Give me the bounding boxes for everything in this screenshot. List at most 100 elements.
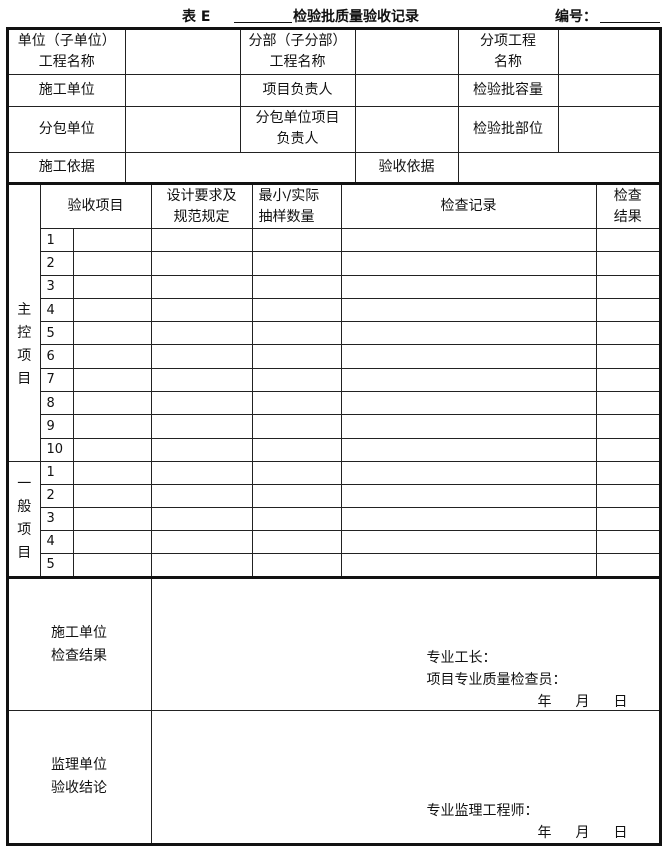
design-requirement-cell[interactable]	[150, 344, 253, 369]
field-item-project-name[interactable]	[557, 30, 659, 75]
check-record-cell[interactable]	[340, 529, 597, 554]
item-name-cell[interactable]	[72, 344, 152, 369]
label-division-project-name: 分部（子分部） 工程名称	[239, 30, 356, 75]
sample-count-cell[interactable]	[251, 552, 342, 577]
design-requirement-cell[interactable]	[150, 321, 253, 346]
sample-count-cell[interactable]	[251, 297, 342, 323]
sample-count-cell[interactable]	[251, 251, 342, 276]
design-requirement-cell[interactable]	[150, 506, 253, 531]
design-requirement-cell[interactable]	[150, 367, 253, 393]
item-name-cell[interactable]	[72, 321, 152, 346]
field-batch-capacity[interactable]	[557, 73, 659, 107]
sample-count-cell[interactable]	[251, 391, 342, 416]
check-record-cell[interactable]	[340, 506, 597, 531]
item-name-cell[interactable]	[72, 414, 152, 439]
item-name-cell[interactable]	[72, 529, 152, 554]
quality-inspector-label: 项目专业质量检查员：	[426, 672, 567, 688]
design-requirement-cell[interactable]	[150, 251, 253, 276]
item-name-cell[interactable]	[72, 460, 152, 485]
sample-count-cell[interactable]	[251, 227, 342, 253]
field-supervisor-conclusion[interactable]: 专业监理工程师： 年 月 日	[150, 710, 659, 843]
check-record-cell[interactable]	[340, 297, 597, 323]
design-requirement-cell[interactable]	[150, 227, 253, 253]
field-subcontractor-leader[interactable]	[354, 105, 459, 153]
design-requirement-cell[interactable]	[150, 529, 253, 554]
check-result-cell[interactable]	[595, 227, 659, 253]
row-number-cell: 5	[39, 321, 74, 346]
check-result-cell[interactable]	[595, 414, 659, 439]
item-name-cell[interactable]	[72, 227, 152, 253]
design-requirement-cell[interactable]	[150, 460, 253, 485]
check-record-cell[interactable]	[340, 460, 597, 485]
check-record-cell[interactable]	[340, 344, 597, 369]
row-number-cell: 1	[39, 227, 74, 253]
item-name-cell[interactable]	[72, 437, 152, 462]
item-name-cell[interactable]	[72, 251, 152, 276]
field-project-leader[interactable]	[354, 73, 459, 107]
item-name-cell[interactable]	[72, 367, 152, 393]
check-record-cell[interactable]	[340, 367, 597, 393]
field-subcontractor[interactable]	[124, 105, 241, 153]
check-result-cell[interactable]	[595, 367, 659, 393]
check-result-cell[interactable]	[595, 437, 659, 462]
design-requirement-cell[interactable]	[150, 391, 253, 416]
sample-count-cell[interactable]	[251, 321, 342, 346]
design-requirement-cell[interactable]	[150, 274, 253, 299]
form-table: 单位（子单位） 工程名称 分部（子分部） 工程名称 分项工程 名称 施工单位 项…	[6, 27, 662, 846]
check-result-cell[interactable]	[595, 483, 659, 508]
field-batch-location[interactable]	[557, 105, 659, 153]
sample-count-cell[interactable]	[251, 344, 342, 369]
sample-count-cell[interactable]	[251, 529, 342, 554]
check-result-cell[interactable]	[595, 251, 659, 276]
check-result-cell[interactable]	[595, 391, 659, 416]
check-result-cell[interactable]	[595, 321, 659, 346]
check-result-cell[interactable]	[595, 529, 659, 554]
sample-count-cell[interactable]	[251, 483, 342, 508]
check-result-cell[interactable]	[595, 274, 659, 299]
label-subcontractor: 分包单位	[9, 105, 126, 153]
check-result-cell[interactable]	[595, 460, 659, 485]
check-record-cell[interactable]	[340, 414, 597, 439]
row-number-cell: 10	[39, 437, 74, 462]
design-requirement-cell[interactable]	[150, 414, 253, 439]
check-record-cell[interactable]	[340, 227, 597, 253]
sample-count-cell[interactable]	[251, 274, 342, 299]
check-record-cell[interactable]	[340, 483, 597, 508]
field-division-project-name[interactable]	[354, 30, 459, 75]
design-requirement-cell[interactable]	[150, 437, 253, 462]
sample-count-cell[interactable]	[251, 437, 342, 462]
check-record-cell[interactable]	[340, 552, 597, 577]
item-name-cell[interactable]	[72, 274, 152, 299]
field-constructor[interactable]	[124, 73, 241, 107]
check-record-cell[interactable]	[340, 274, 597, 299]
field-unit-project-name[interactable]	[124, 30, 241, 75]
field-construction-basis[interactable]	[124, 151, 356, 183]
sample-count-cell[interactable]	[251, 414, 342, 439]
design-requirement-cell[interactable]	[150, 483, 253, 508]
design-requirement-cell[interactable]	[150, 552, 253, 577]
label-item-project-name: 分项工程 名称	[457, 30, 559, 75]
check-result-cell[interactable]	[595, 506, 659, 531]
check-result-cell[interactable]	[595, 297, 659, 323]
item-name-cell[interactable]	[72, 391, 152, 416]
check-result-cell[interactable]	[595, 344, 659, 369]
field-constructor-result[interactable]: 专业工长： 项目专业质量检查员： 年 月 日	[150, 577, 659, 711]
sample-count-cell[interactable]	[251, 460, 342, 485]
check-record-cell[interactable]	[340, 437, 597, 462]
check-result-cell[interactable]	[595, 552, 659, 577]
check-record-cell[interactable]	[340, 321, 597, 346]
row-number-cell: 6	[39, 344, 74, 369]
item-name-cell[interactable]	[72, 483, 152, 508]
item-name-cell[interactable]	[72, 552, 152, 577]
design-requirement-cell[interactable]	[150, 297, 253, 323]
item-name-cell[interactable]	[72, 506, 152, 531]
check-record-cell[interactable]	[340, 251, 597, 276]
header-corner	[9, 183, 41, 229]
check-record-cell[interactable]	[340, 391, 597, 416]
sample-count-cell[interactable]	[251, 506, 342, 531]
row-number-cell: 9	[39, 414, 74, 439]
code-field[interactable]	[600, 22, 660, 23]
sample-count-cell[interactable]	[251, 367, 342, 393]
item-name-cell[interactable]	[72, 297, 152, 323]
field-acceptance-basis[interactable]	[457, 151, 659, 183]
